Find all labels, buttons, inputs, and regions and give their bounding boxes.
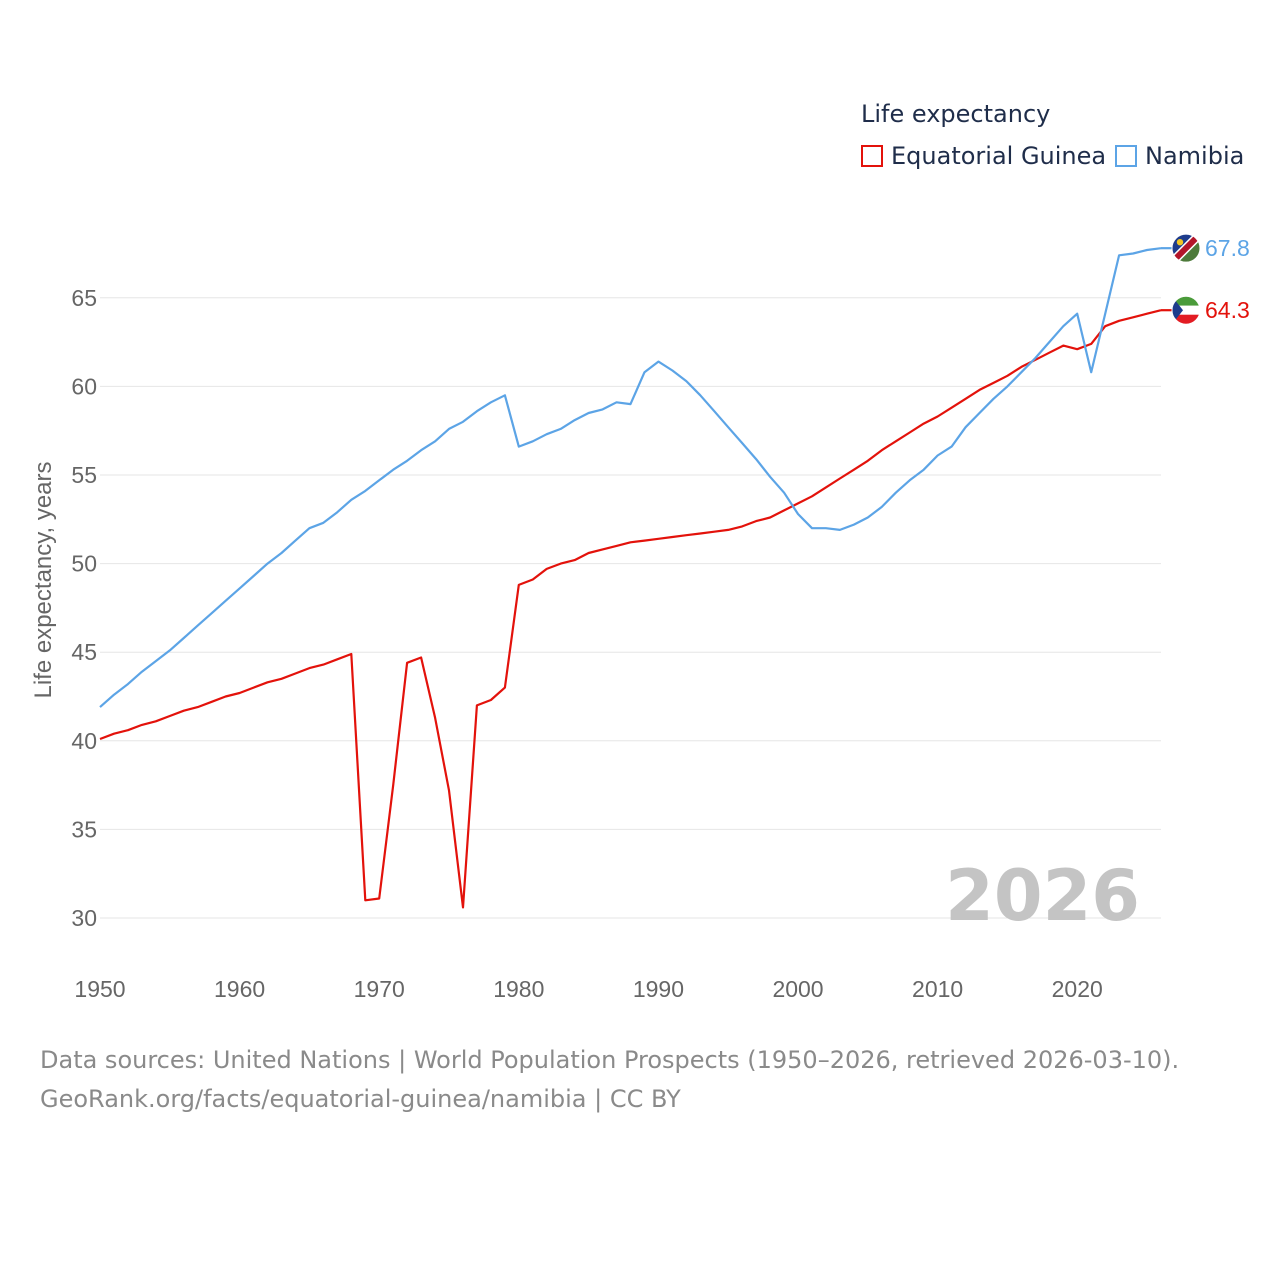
x-tick-label: 1990: [633, 976, 684, 1002]
legend-item-equatorial-guinea[interactable]: Equatorial Guinea: [861, 142, 1106, 170]
x-tick-label: 1970: [354, 976, 405, 1002]
y-tick-label: 50: [71, 551, 97, 577]
y-tick-label: 30: [71, 905, 97, 931]
x-tick-label: 2020: [1052, 976, 1103, 1002]
legend-label: Namibia: [1145, 142, 1245, 170]
equatorial-guinea-flag-icon: [1171, 295, 1201, 325]
flag-border: [1171, 295, 1201, 325]
x-tick-label: 2000: [772, 976, 823, 1002]
footer-source: Data sources: United Nations | World Pop…: [40, 1046, 1180, 1074]
y-tick-label: 60: [71, 373, 97, 399]
x-tick-label: 1980: [493, 976, 544, 1002]
flag-border: [1171, 233, 1201, 263]
footer-attribution[interactable]: GeoRank.org/facts/equatorial-guinea/nami…: [40, 1085, 681, 1113]
legend-swatch-icon: [861, 145, 883, 167]
legend-item-namibia[interactable]: Namibia: [1115, 142, 1244, 170]
series-line: [99, 309, 1162, 909]
x-tick-label: 2010: [912, 976, 963, 1002]
legend-label: Equatorial Guinea: [891, 142, 1107, 170]
y-tick-label: 65: [71, 285, 97, 311]
y-tick-label: 55: [71, 462, 97, 488]
series-line: [99, 247, 1162, 708]
series-end-markers: 64.3 67.8: [1161, 233, 1250, 325]
legend-swatch-icon: [1115, 145, 1137, 167]
x-axis-ticks: 1950 1960 1970 1980 1990 2000 2010 2020: [74, 976, 1102, 1002]
y-axis-label: Life expectancy, years: [30, 461, 57, 698]
series-end-label: 67.8: [1205, 235, 1250, 261]
y-axis-ticks: 30 35 40 45 50 55 60 65: [71, 285, 97, 931]
series-lines: [99, 247, 1162, 909]
legend-title: Life expectancy: [861, 100, 1051, 128]
year-watermark: 2026: [945, 855, 1140, 937]
x-tick-label: 1960: [214, 976, 265, 1002]
series-end-label: 64.3: [1205, 297, 1250, 323]
x-tick-label: 1950: [74, 976, 125, 1002]
y-tick-label: 35: [71, 816, 97, 842]
grid-lines: [100, 297, 1161, 919]
y-tick-label: 40: [71, 728, 97, 754]
namibia-flag-icon: [1171, 233, 1201, 263]
y-tick-label: 45: [71, 639, 97, 665]
